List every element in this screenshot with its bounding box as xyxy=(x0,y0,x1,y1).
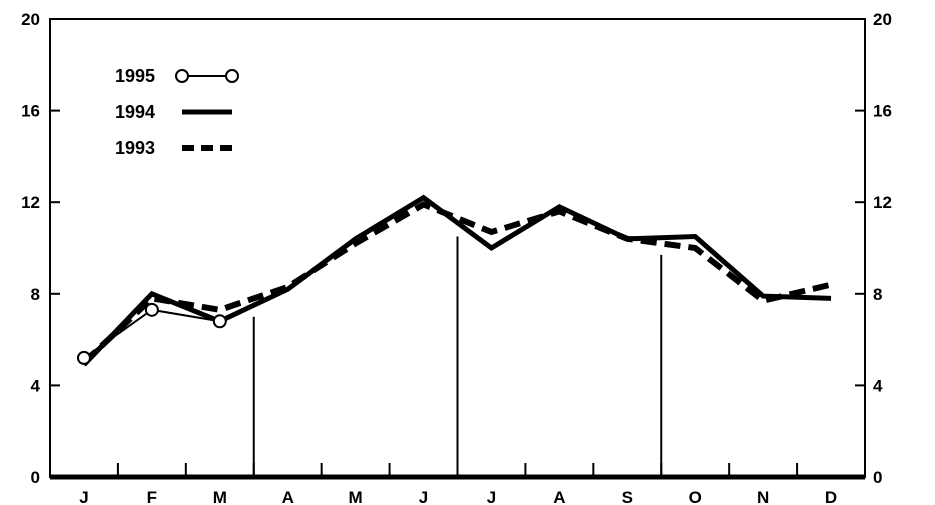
x-tick-label: M xyxy=(349,488,363,505)
x-tick-label: J xyxy=(419,488,428,505)
x-tick-label: O xyxy=(689,488,702,505)
x-tick-label: J xyxy=(79,488,88,505)
series-1995-point xyxy=(212,314,227,329)
x-tick-label: D xyxy=(825,488,837,505)
x-tick-label: M xyxy=(213,488,227,505)
y-tick-label-right: 16 xyxy=(873,102,892,121)
y-tick-label-left: 0 xyxy=(31,468,40,487)
x-tick-label: A xyxy=(553,488,565,505)
y-tick-label-left: 16 xyxy=(21,102,40,121)
y-tick-label-left: 20 xyxy=(21,10,40,29)
y-tick-label-right: 20 xyxy=(873,10,892,29)
series-1995-line xyxy=(83,308,220,359)
series-1993-line xyxy=(81,201,832,365)
legend-label-1995: 1995 xyxy=(115,66,155,86)
x-tick-label: F xyxy=(147,488,157,505)
x-tick-label: N xyxy=(757,488,769,505)
series-layer xyxy=(76,194,832,367)
x-tick-label: J xyxy=(487,488,496,505)
y-axis-left: 0 4 8 12 16 20 xyxy=(21,10,60,487)
y-tick-label-right: 8 xyxy=(873,285,882,304)
quarter-dividers xyxy=(252,236,663,477)
y-tick-label-left: 4 xyxy=(31,376,41,395)
legend-label-1994: 1994 xyxy=(115,102,155,122)
series-1995-point xyxy=(144,302,159,317)
y-tick-label-right: 0 xyxy=(873,468,882,487)
legend-marker-1995 xyxy=(175,69,189,83)
y-tick-label-left: 12 xyxy=(21,193,40,212)
legend: 1995 1994 1993 xyxy=(115,66,239,158)
legend-marker-1995 xyxy=(225,69,239,83)
legend-label-1993: 1993 xyxy=(115,138,155,158)
y-axis-right: 0 4 8 12 16 20 xyxy=(855,10,892,487)
x-tick-label: S xyxy=(622,488,633,505)
series-1994-line xyxy=(82,194,832,367)
x-tick-label: A xyxy=(282,488,294,505)
series-1995-point xyxy=(76,350,91,365)
y-tick-label-left: 8 xyxy=(31,285,40,304)
y-tick-label-right: 4 xyxy=(873,376,883,395)
y-tick-label-right: 12 xyxy=(873,193,892,212)
